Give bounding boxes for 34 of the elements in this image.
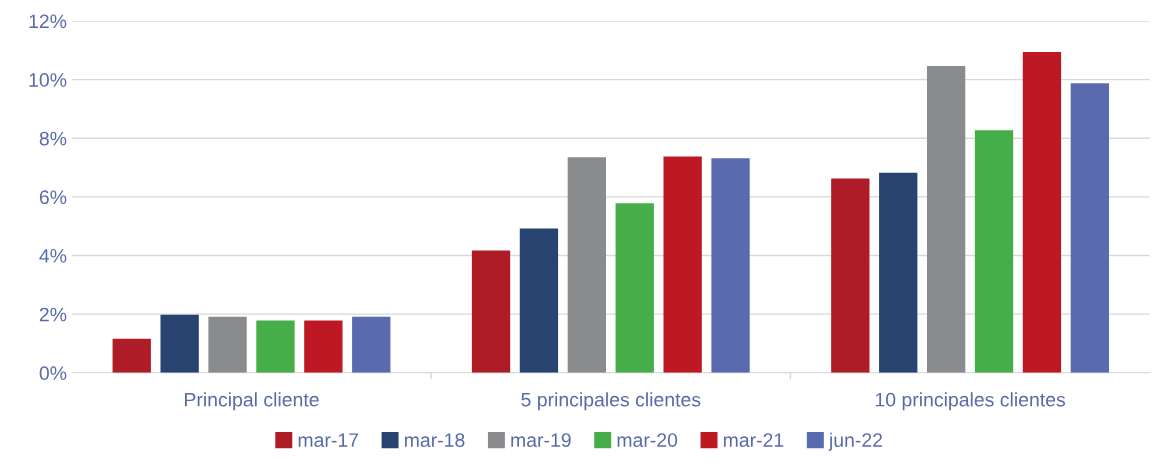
- bar: [711, 158, 750, 373]
- x-tick-label: 5 principales clientes: [521, 392, 701, 411]
- y-tick-label: 12%: [29, 14, 67, 29]
- bar: [208, 316, 247, 373]
- bar: [974, 130, 1014, 373]
- bar: [567, 157, 606, 373]
- bar: [1070, 83, 1110, 373]
- bar: [926, 66, 966, 373]
- legend-label: mar-17: [298, 433, 359, 447]
- bar: [663, 156, 702, 373]
- y-tick-label: 0%: [39, 366, 67, 381]
- legend-label: mar-18: [405, 433, 465, 447]
- bar: [831, 178, 870, 373]
- bar: [471, 250, 511, 373]
- legend-label: mar-19: [511, 433, 571, 447]
- y-tick-label: 8%: [39, 131, 67, 146]
- y-tick-label: 6%: [39, 190, 67, 205]
- legend-label: mar-20: [617, 433, 678, 447]
- x-tick-label: 10 principales clientes: [875, 392, 1066, 411]
- y-tick-label: 10%: [29, 73, 67, 87]
- y-tick-label: 2%: [39, 307, 67, 322]
- x-tick-label: Principal cliente: [185, 392, 319, 411]
- legend-label: jun-22: [828, 432, 883, 451]
- legend-label: mar-21: [723, 433, 784, 447]
- bar: [879, 172, 918, 373]
- y-tick-label: 4%: [39, 249, 67, 263]
- bar: [304, 320, 343, 373]
- bar: [160, 314, 199, 373]
- bar: [352, 316, 391, 373]
- bar: [519, 228, 559, 373]
- bar: [256, 320, 295, 373]
- bar: [1022, 52, 1062, 373]
- bar: [615, 203, 654, 373]
- bar: [112, 338, 151, 373]
